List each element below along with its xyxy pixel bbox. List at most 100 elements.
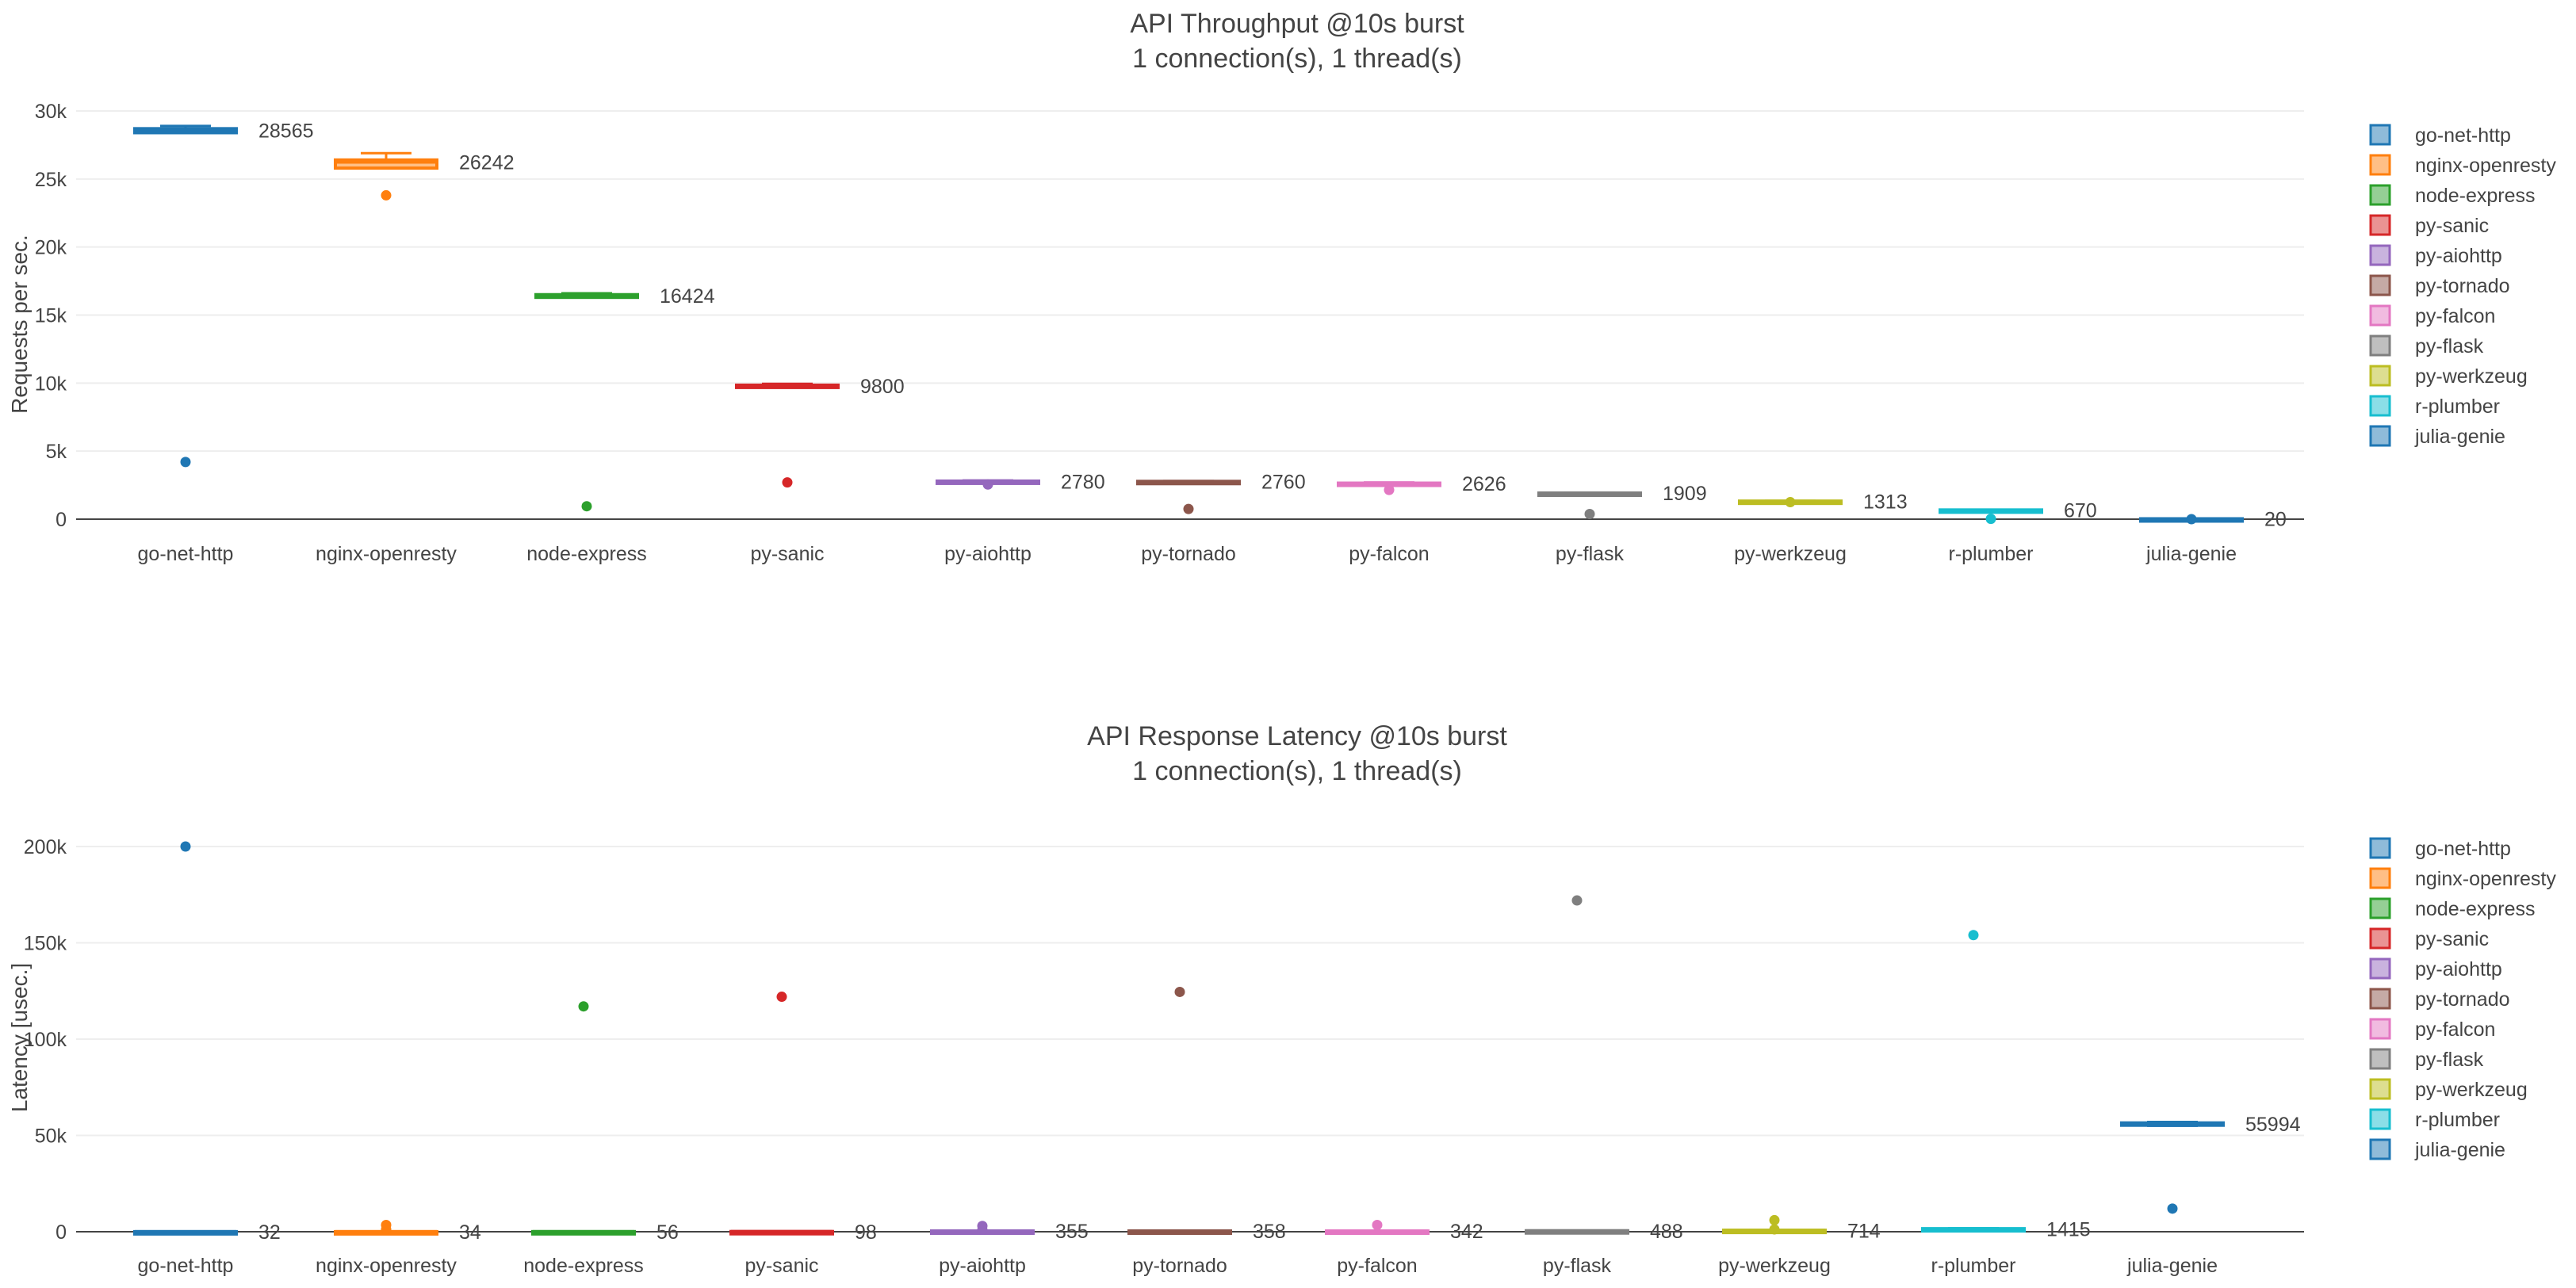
latency-subtitle: 1 connection(s), 1 thread(s) bbox=[1132, 756, 1462, 786]
legend-item-py-sanic[interactable]: py-sanic bbox=[2369, 927, 2489, 950]
legend-item-node-express[interactable]: node-express bbox=[2369, 897, 2535, 920]
box-py-tornado[interactable]: 358 bbox=[1127, 986, 1286, 1243]
box-node-express[interactable]: 16424 bbox=[534, 285, 715, 512]
legend-label: py-tornado bbox=[2415, 275, 2510, 297]
legend-item-go-net-http[interactable]: go-net-http bbox=[2369, 124, 2511, 147]
y-tick-label: 100k bbox=[24, 1029, 67, 1051]
legend-item-nginx-openresty[interactable]: nginx-openresty bbox=[2369, 867, 2556, 890]
throughput-subtitle: 1 connection(s), 1 thread(s) bbox=[1132, 44, 1462, 74]
legend-label: julia-genie bbox=[2414, 426, 2505, 448]
median-label: 1415 bbox=[2046, 1219, 2091, 1241]
legend-item-node-express[interactable]: node-express bbox=[2369, 184, 2535, 207]
legend-item-py-flask[interactable]: py-flask bbox=[2369, 334, 2484, 357]
y-tick-label: 200k bbox=[24, 836, 67, 858]
y-tick-label: 20k bbox=[35, 237, 67, 259]
x-tick-label: py-falcon bbox=[1337, 1255, 1417, 1277]
legend-swatch bbox=[2369, 304, 2391, 327]
x-tick-label: node-express bbox=[526, 543, 646, 565]
outlier-point bbox=[1372, 1219, 1383, 1230]
median-label: 488 bbox=[1650, 1221, 1683, 1243]
throughput-gridlines bbox=[76, 110, 2304, 520]
legend-item-r-plumber[interactable]: r-plumber bbox=[2369, 1108, 2500, 1131]
legend-item-py-aiohttp[interactable]: py-aiohttp bbox=[2369, 244, 2502, 267]
legend-item-py-aiohttp[interactable]: py-aiohttp bbox=[2369, 957, 2502, 980]
legend-label: nginx-openresty bbox=[2415, 155, 2556, 177]
legend-swatch bbox=[2369, 988, 2391, 1010]
x-tick-label: julia-genie bbox=[2126, 1255, 2218, 1277]
box-py-werkzeug[interactable]: 1313 bbox=[1738, 491, 1908, 513]
latency-legend[interactable]: go-net-http nginx-openresty node-express py… bbox=[2369, 837, 2556, 1161]
median-label: 34 bbox=[459, 1221, 481, 1244]
box-py-sanic[interactable]: 9800 bbox=[735, 376, 905, 488]
median-label: 1313 bbox=[1863, 491, 1908, 513]
box-py-falcon[interactable]: 2626 bbox=[1337, 473, 1506, 495]
box-py-werkzeug[interactable]: 714 bbox=[1722, 1214, 1881, 1242]
legend-item-go-net-http[interactable]: go-net-http bbox=[2369, 837, 2511, 860]
x-tick-label: py-flask bbox=[1543, 1255, 1612, 1277]
x-tick-label: py-aiohttp bbox=[944, 543, 1032, 565]
box-nginx-openresty[interactable]: 34 bbox=[334, 1219, 481, 1244]
latency-ylabel: Latency [usec.] bbox=[7, 963, 32, 1112]
x-tick-label: py-falcon bbox=[1349, 543, 1429, 565]
legend-label: py-werkzeug bbox=[2415, 1079, 2528, 1101]
median-label: 342 bbox=[1450, 1221, 1483, 1243]
legend-swatch bbox=[2369, 1138, 2391, 1160]
outlier-point bbox=[1785, 497, 1796, 508]
latency-title: API Response Latency @10s burst bbox=[1087, 721, 1507, 751]
outlier-point bbox=[581, 501, 592, 512]
legend-item-py-tornado[interactable]: py-tornado bbox=[2369, 988, 2510, 1011]
box-go-net-http[interactable]: 32 bbox=[133, 841, 281, 1244]
legend-swatch bbox=[2369, 214, 2391, 236]
legend-item-py-falcon[interactable]: py-falcon bbox=[2369, 1018, 2495, 1041]
box-nginx-openresty[interactable]: 26242 bbox=[334, 152, 515, 201]
x-tick-label: py-werkzeug bbox=[1718, 1255, 1831, 1277]
x-tick-label: go-net-http bbox=[138, 1255, 234, 1277]
legend-item-py-werkzeug[interactable]: py-werkzeug bbox=[2369, 1078, 2528, 1101]
legend-item-py-werkzeug[interactable]: py-werkzeug bbox=[2369, 365, 2528, 388]
legend-label: node-express bbox=[2415, 185, 2535, 207]
box-py-flask[interactable]: 488 bbox=[1525, 895, 1683, 1243]
legend-swatch bbox=[2369, 244, 2391, 266]
box-r-plumber[interactable]: 670 bbox=[1939, 499, 2097, 525]
legend-item-nginx-openresty[interactable]: nginx-openresty bbox=[2369, 154, 2556, 177]
legend-label: py-aiohttp bbox=[2415, 245, 2502, 267]
throughput-title: API Throughput @10s burst bbox=[1130, 9, 1464, 39]
box-py-aiohttp[interactable]: 355 bbox=[930, 1221, 1089, 1243]
throughput-ylabel: Requests per sec. bbox=[7, 235, 32, 414]
legend-item-r-plumber[interactable]: r-plumber bbox=[2369, 395, 2500, 418]
legend-swatch bbox=[2369, 957, 2391, 980]
median-label: 2626 bbox=[1462, 473, 1506, 495]
throughput-legend[interactable]: go-net-http nginx-openresty node-express py… bbox=[2369, 124, 2556, 448]
box-py-flask[interactable]: 1909 bbox=[1537, 483, 1707, 519]
legend-item-julia-genie[interactable]: julia-genie bbox=[2369, 425, 2505, 448]
box-py-falcon[interactable]: 342 bbox=[1325, 1219, 1483, 1243]
median-label: 98 bbox=[855, 1221, 877, 1244]
median-label: 55994 bbox=[2245, 1114, 2301, 1136]
legend-item-py-falcon[interactable]: py-falcon bbox=[2369, 304, 2495, 327]
box-py-tornado[interactable]: 2760 bbox=[1136, 472, 1306, 514]
box-py-sanic[interactable]: 98 bbox=[729, 992, 877, 1244]
median-label: 670 bbox=[2064, 499, 2097, 522]
legend-label: py-flask bbox=[2415, 1049, 2484, 1071]
legend-item-py-sanic[interactable]: py-sanic bbox=[2369, 214, 2489, 237]
outlier-point bbox=[1571, 895, 1583, 906]
median-label: 1909 bbox=[1663, 483, 1707, 505]
box-go-net-http[interactable]: 28565 bbox=[133, 120, 314, 468]
median-label: 2780 bbox=[1061, 471, 1105, 493]
median-label: 355 bbox=[1055, 1221, 1089, 1243]
median-label: 9800 bbox=[860, 376, 905, 398]
box-r-plumber[interactable]: 1415 bbox=[1921, 930, 2091, 1241]
legend-swatch bbox=[2369, 1018, 2391, 1040]
legend-label: py-aiohttp bbox=[2415, 958, 2502, 980]
outlier-point bbox=[2186, 514, 2197, 525]
box-julia-genie[interactable]: 20 bbox=[2139, 509, 2287, 531]
legend-item-julia-genie[interactable]: julia-genie bbox=[2369, 1138, 2505, 1161]
legend-label: py-falcon bbox=[2415, 305, 2495, 327]
box-julia-genie[interactable]: 55994 bbox=[2120, 1114, 2301, 1214]
legend-item-py-flask[interactable]: py-flask bbox=[2369, 1048, 2484, 1071]
y-tick-label: 5k bbox=[46, 441, 67, 463]
box-node-express[interactable]: 56 bbox=[531, 1001, 679, 1244]
box-py-aiohttp[interactable]: 2780 bbox=[936, 471, 1105, 493]
x-tick-label: node-express bbox=[523, 1255, 643, 1277]
legend-item-py-tornado[interactable]: py-tornado bbox=[2369, 274, 2510, 297]
